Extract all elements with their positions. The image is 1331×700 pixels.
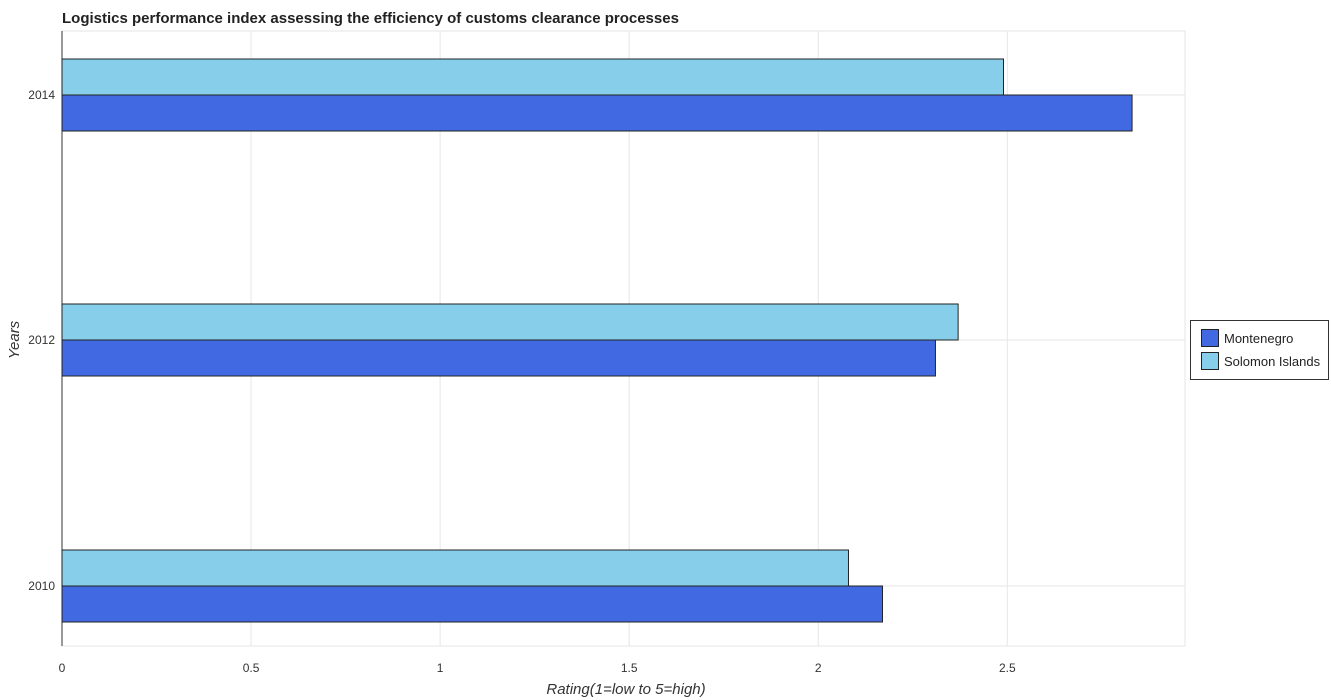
legend-item-solomon-islands: Solomon Islands	[1201, 351, 1320, 371]
legend-label-montenegro: Montenegro	[1224, 330, 1294, 346]
bar-montenegro-2014	[61, 94, 1133, 132]
x-tick-labels: 0 0.5 1 1.5 2 2.5	[59, 661, 1016, 675]
x-axis-title: Rating(1=low to 5=high)	[546, 681, 705, 698]
legend: Montenegro Solomon Islands	[1190, 320, 1329, 380]
bars	[61, 58, 1133, 623]
bar-montenegro-2010	[61, 585, 884, 623]
x-tick-label-1: 0.5	[243, 661, 260, 675]
x-tick-label-2: 1	[437, 661, 444, 675]
bar-solomon-islands-2012	[61, 303, 959, 341]
x-tick-label-5: 2.5	[999, 661, 1016, 675]
bar-solomon-islands-2010	[61, 549, 849, 587]
y-tick-label-2014: 2014	[28, 88, 55, 102]
y-tick-label-2010: 2010	[28, 579, 55, 593]
y-tick-labels: 2010 2012 2014	[28, 88, 55, 593]
x-tick-label-4: 2	[815, 661, 822, 675]
x-tick-label-3: 1.5	[621, 661, 638, 675]
legend-swatch-montenegro	[1201, 329, 1219, 347]
legend-label-solomon-islands: Solomon Islands	[1224, 353, 1321, 369]
chart-title: Logistics performance index assessing th…	[62, 10, 679, 27]
legend-swatch-solomon-islands	[1201, 352, 1219, 370]
bar-montenegro-2012	[61, 339, 936, 377]
bar-solomon-islands-2014	[61, 58, 1005, 96]
y-tick-label-2012: 2012	[28, 333, 55, 347]
legend-item-montenegro: Montenegro	[1201, 328, 1293, 348]
y-axis-title: Years	[6, 320, 23, 359]
x-tick-label-0: 0	[59, 661, 66, 675]
